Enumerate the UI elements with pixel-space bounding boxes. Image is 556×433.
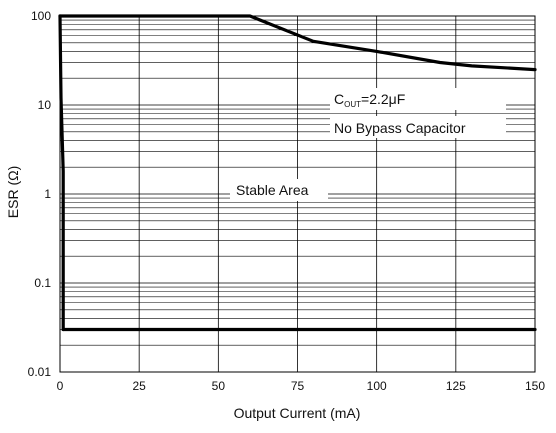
stable-area-label: Stable Area [236, 182, 309, 198]
cout-label-main: C [334, 91, 344, 107]
x-tick-label: 50 [212, 379, 226, 393]
x-tick-label: 25 [132, 379, 146, 393]
y-tick-label: 0.01 [28, 365, 52, 379]
plot-frame [59, 15, 536, 373]
cout-label-subscript: OUT [344, 100, 361, 109]
y-tick-label: 0.1 [34, 276, 51, 290]
grid [59, 15, 536, 373]
cout-label-value: =2.2μF [361, 91, 405, 107]
y-axis-title: ESR (Ω) [5, 166, 21, 218]
x-tick-label: 100 [367, 379, 387, 393]
upper-boundary-line [58, 14, 537, 72]
x-tick-label: 75 [291, 379, 305, 393]
bypass-annotation: No Bypass Capacitor [334, 120, 466, 136]
left-boundary-line [58, 14, 65, 332]
stability-boundary [58, 14, 537, 332]
x-tick-label: 125 [446, 379, 466, 393]
bypass-annotation-bg [330, 116, 506, 138]
x-tick-label: 150 [525, 379, 545, 393]
y-tick-label: 100 [31, 9, 51, 23]
tick-labels: 0 25 50 75 100 125 150 0.01 0.1 1 10 100 [28, 9, 546, 393]
x-tick-label: 0 [57, 379, 64, 393]
y-tick-label: 10 [38, 98, 52, 112]
x-axis-title: Output Current (mA) [234, 405, 361, 421]
cout-annotation: COUT=2.2μF [334, 91, 405, 109]
y-tick-label: 1 [44, 187, 51, 201]
stable-area-label-bg [230, 179, 328, 201]
cout-annotation-bg [330, 88, 506, 110]
